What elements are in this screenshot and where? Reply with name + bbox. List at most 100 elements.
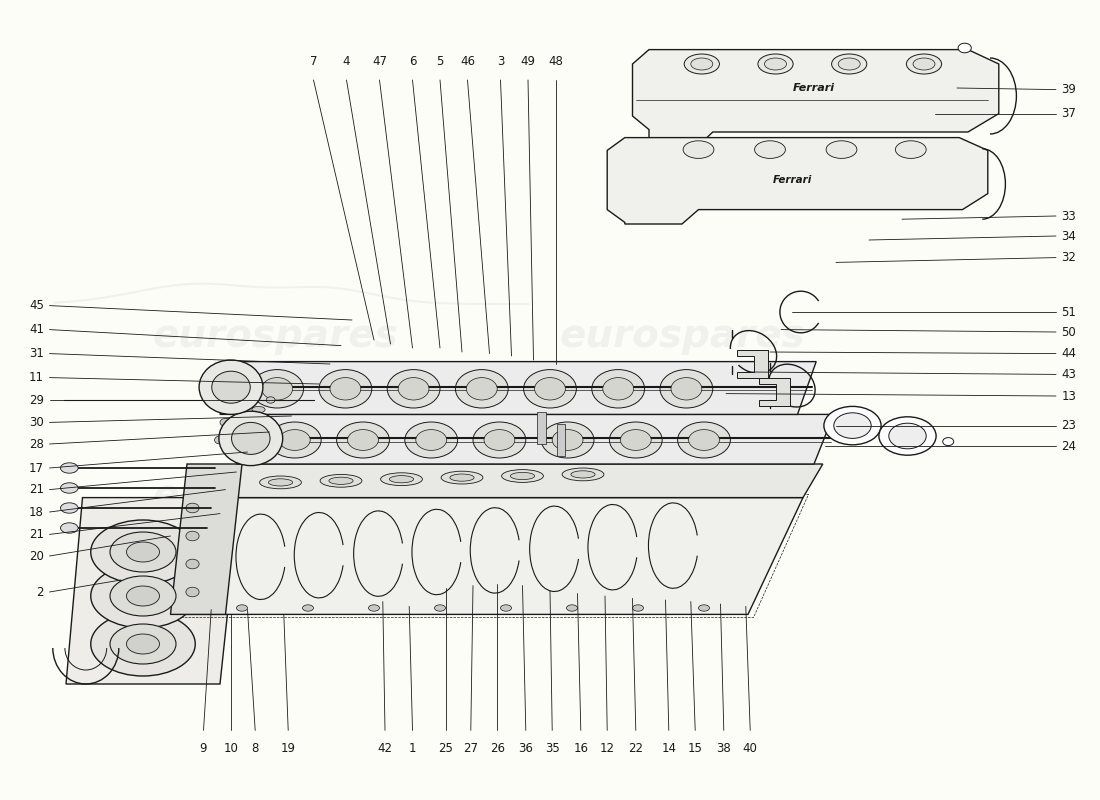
- Text: 43: 43: [1062, 368, 1077, 381]
- Ellipse shape: [603, 378, 634, 400]
- Text: 19: 19: [280, 742, 296, 755]
- Ellipse shape: [473, 422, 526, 458]
- Ellipse shape: [257, 427, 271, 434]
- Ellipse shape: [913, 58, 935, 70]
- Ellipse shape: [566, 605, 578, 611]
- Ellipse shape: [60, 482, 78, 493]
- Ellipse shape: [260, 476, 301, 489]
- Text: 21: 21: [29, 483, 44, 496]
- Polygon shape: [759, 378, 790, 406]
- Ellipse shape: [251, 370, 304, 408]
- Ellipse shape: [592, 370, 645, 408]
- Text: 20: 20: [29, 550, 44, 562]
- Text: 12: 12: [600, 742, 615, 755]
- Ellipse shape: [826, 141, 857, 158]
- Text: 30: 30: [30, 416, 44, 429]
- Text: eurospares: eurospares: [152, 477, 398, 515]
- Ellipse shape: [219, 411, 283, 466]
- Ellipse shape: [510, 472, 535, 480]
- Ellipse shape: [60, 462, 78, 474]
- Ellipse shape: [268, 422, 321, 458]
- Polygon shape: [236, 414, 834, 464]
- Polygon shape: [632, 50, 999, 146]
- Ellipse shape: [889, 423, 926, 449]
- Text: 25: 25: [438, 742, 453, 755]
- Text: 18: 18: [29, 506, 44, 518]
- Polygon shape: [737, 350, 768, 378]
- Ellipse shape: [691, 58, 713, 70]
- Polygon shape: [537, 412, 546, 444]
- Text: 49: 49: [520, 55, 536, 68]
- Text: 4: 4: [343, 55, 350, 68]
- Text: 17: 17: [29, 462, 44, 474]
- Ellipse shape: [268, 478, 293, 486]
- Ellipse shape: [562, 468, 604, 481]
- Ellipse shape: [441, 471, 483, 484]
- Ellipse shape: [110, 532, 176, 572]
- Ellipse shape: [632, 605, 644, 611]
- Text: 14: 14: [661, 742, 676, 755]
- Ellipse shape: [199, 360, 263, 414]
- Text: 37: 37: [1062, 107, 1077, 120]
- Text: Ferrari: Ferrari: [793, 83, 835, 93]
- Text: 51: 51: [1062, 306, 1077, 318]
- Ellipse shape: [541, 422, 594, 458]
- Polygon shape: [220, 362, 816, 414]
- Ellipse shape: [262, 378, 293, 400]
- Ellipse shape: [943, 438, 954, 446]
- Ellipse shape: [110, 576, 176, 616]
- Ellipse shape: [552, 430, 583, 450]
- Polygon shape: [226, 464, 823, 498]
- Ellipse shape: [60, 503, 78, 514]
- Ellipse shape: [329, 477, 353, 484]
- Text: 24: 24: [1062, 440, 1077, 453]
- Ellipse shape: [678, 422, 730, 458]
- Ellipse shape: [683, 141, 714, 158]
- Text: 33: 33: [1062, 210, 1076, 222]
- Text: 39: 39: [1062, 83, 1077, 96]
- Ellipse shape: [90, 564, 196, 628]
- Ellipse shape: [571, 470, 595, 478]
- Ellipse shape: [186, 503, 199, 513]
- Ellipse shape: [110, 624, 176, 664]
- Ellipse shape: [186, 559, 199, 569]
- Text: 2: 2: [36, 586, 44, 598]
- Text: eurospares: eurospares: [559, 317, 805, 355]
- Ellipse shape: [500, 605, 512, 611]
- Polygon shape: [170, 464, 242, 614]
- Ellipse shape: [266, 397, 275, 403]
- Ellipse shape: [689, 430, 719, 450]
- Ellipse shape: [879, 417, 936, 455]
- Polygon shape: [557, 424, 565, 456]
- Ellipse shape: [330, 378, 361, 400]
- Ellipse shape: [337, 422, 389, 458]
- Text: 36: 36: [518, 742, 534, 755]
- Ellipse shape: [958, 43, 971, 53]
- Ellipse shape: [906, 54, 942, 74]
- Text: 42: 42: [377, 742, 393, 755]
- Text: 11: 11: [29, 371, 44, 384]
- Text: 21: 21: [29, 528, 44, 541]
- Ellipse shape: [90, 612, 196, 676]
- Ellipse shape: [758, 54, 793, 74]
- Text: 7: 7: [310, 55, 317, 68]
- Text: 44: 44: [1062, 347, 1077, 360]
- Ellipse shape: [348, 430, 378, 450]
- Text: 26: 26: [490, 742, 505, 755]
- Ellipse shape: [387, 370, 440, 408]
- Ellipse shape: [484, 430, 515, 450]
- Text: 28: 28: [29, 438, 44, 450]
- Text: 8: 8: [252, 742, 258, 755]
- Text: 3: 3: [497, 55, 504, 68]
- Ellipse shape: [368, 605, 379, 611]
- Text: 1: 1: [409, 742, 416, 755]
- Text: 50: 50: [1062, 326, 1076, 338]
- Text: 10: 10: [223, 742, 239, 755]
- Ellipse shape: [824, 406, 881, 445]
- Text: eurospares: eurospares: [152, 317, 398, 355]
- Ellipse shape: [698, 605, 710, 611]
- Ellipse shape: [398, 378, 429, 400]
- Ellipse shape: [764, 58, 786, 70]
- Ellipse shape: [126, 634, 160, 654]
- Ellipse shape: [524, 370, 576, 408]
